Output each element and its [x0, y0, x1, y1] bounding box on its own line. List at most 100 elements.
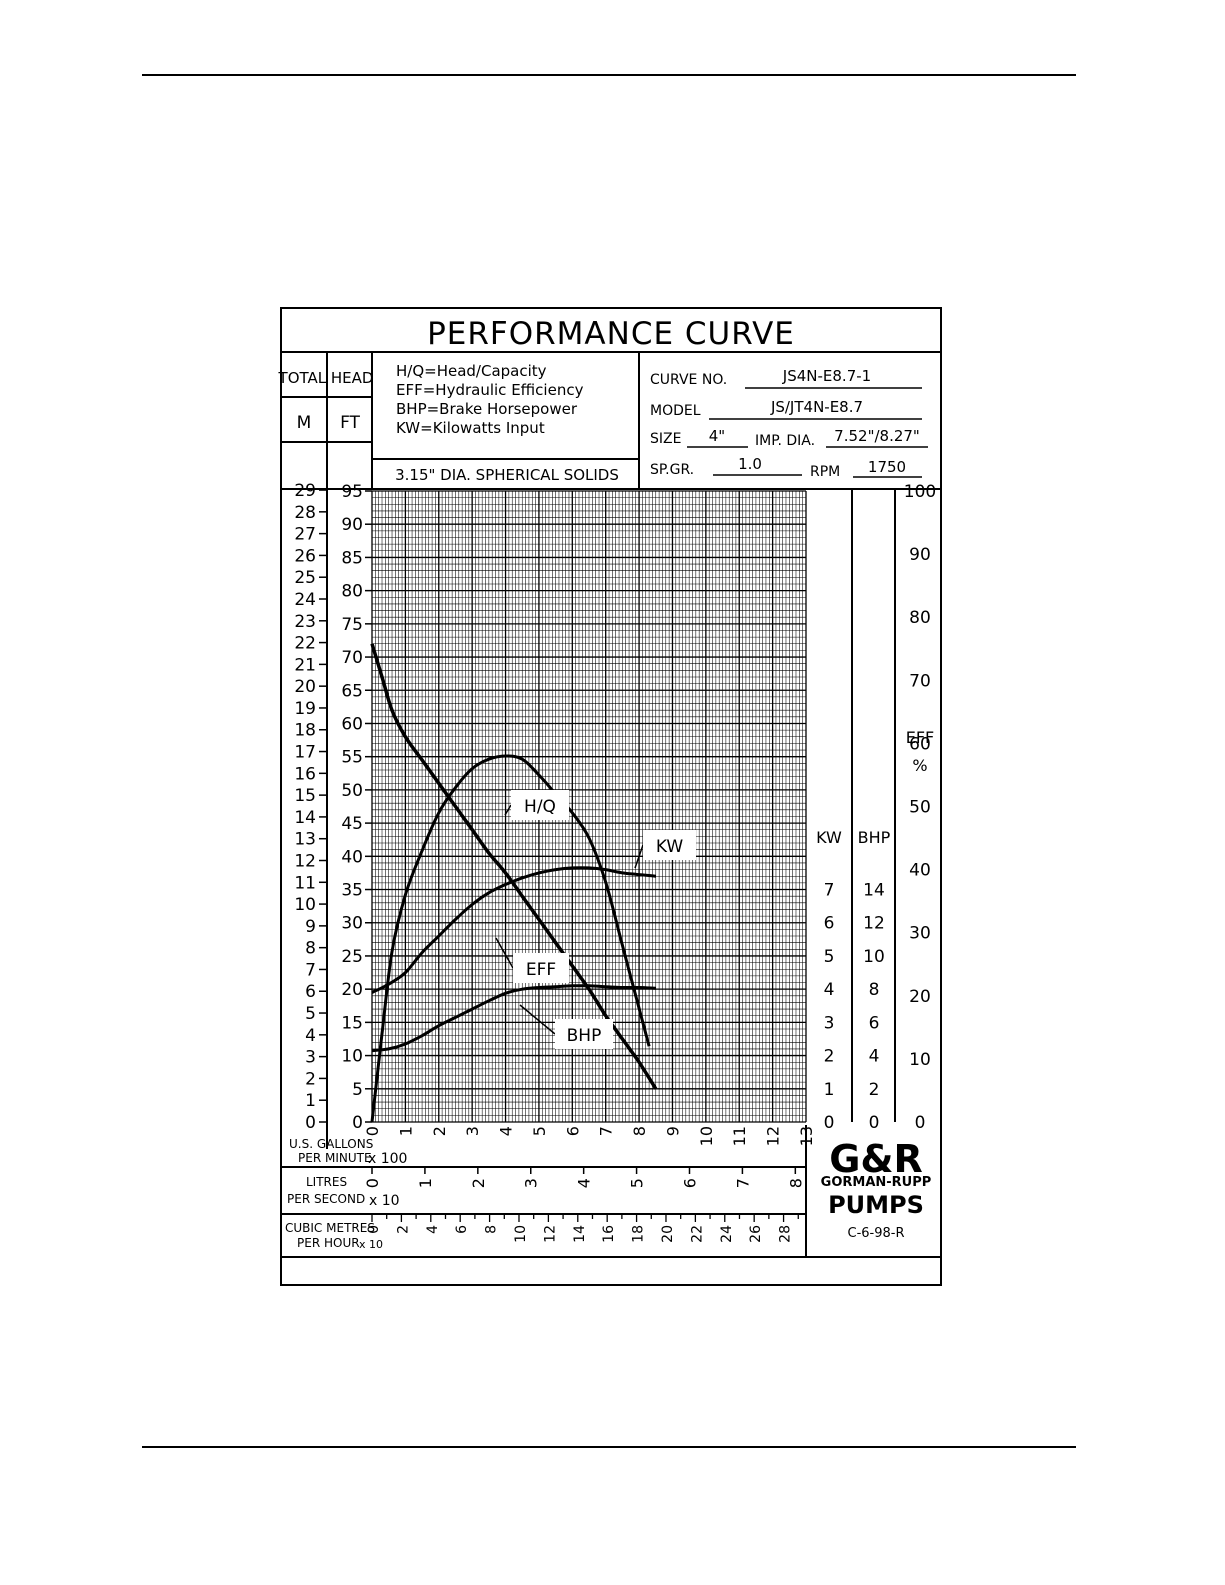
eff-tick-label: 10	[909, 1050, 931, 1070]
gpm-tick-label: 13	[797, 1126, 816, 1146]
model-value: JS/JT4N-E8.7	[770, 398, 863, 416]
cmh-tick-label: 6	[454, 1225, 470, 1234]
eff-tick-label: 20	[909, 987, 931, 1007]
top-rule	[142, 74, 1076, 76]
size-label: SIZE	[650, 431, 681, 447]
m-tick-label: 4	[305, 1026, 316, 1046]
gpm-tick-label: 0	[363, 1126, 382, 1136]
plot-grid	[371, 490, 807, 1123]
kw-tick-label: 3	[824, 1013, 835, 1033]
cmh-tick-label: 12	[542, 1225, 558, 1243]
m-axis-label: M	[297, 413, 312, 433]
curve-no-value: JS4N-E8.7-1	[782, 367, 871, 385]
model-label: MODEL	[650, 403, 701, 419]
m-tick-label: 12	[294, 851, 316, 871]
ft-tick-label: 60	[341, 714, 363, 734]
lps-tick-label: 6	[680, 1178, 699, 1188]
lps-tick-label: 4	[575, 1178, 594, 1188]
ft-tick-label: 85	[341, 548, 363, 568]
m-tick-label: 24	[294, 590, 316, 610]
imp-dia-value: 7.52"/8.27"	[834, 427, 920, 445]
gpm-multiplier: x 100	[368, 1151, 407, 1167]
cmh-tick-label: 16	[601, 1225, 617, 1243]
label-text: H/Q	[524, 797, 556, 817]
eff-tick-label: 70	[909, 671, 931, 691]
cmh-tick-label: 24	[719, 1225, 735, 1243]
ft-tick-label: 30	[341, 914, 363, 934]
leader-line	[634, 844, 644, 869]
logo-line1: GORMAN-RUPP	[821, 1175, 932, 1190]
cmh-tick-label: 8	[484, 1225, 500, 1234]
legend-hq: H/Q=Head/Capacity	[396, 362, 547, 380]
curve-no-label: CURVE NO.	[650, 372, 727, 388]
logo-line2: PUMPS	[828, 1191, 924, 1219]
series-kw-line	[371, 866, 656, 994]
drawing-number: C-6-98-R	[848, 1226, 905, 1241]
gorman-rupp-logo: G&R GORMAN-RUPP PUMPS	[821, 1137, 932, 1219]
label-text: EFF	[526, 960, 556, 980]
kw-tick-label: 2	[824, 1047, 835, 1067]
m-tick-label: 6	[305, 982, 316, 1002]
legend-eff: EFF=Hydraulic Efficiency	[396, 381, 584, 399]
bhp-tick-label: 2	[869, 1080, 880, 1100]
leader-line	[504, 804, 512, 816]
gpm-tick-label: 5	[530, 1126, 549, 1136]
cmh-tick-label: 22	[689, 1225, 705, 1243]
m-tick-label: 22	[294, 634, 316, 654]
kw-axis-label: KW	[816, 828, 842, 847]
curve-label-bhp: BHP	[519, 1004, 613, 1049]
curves: H/Q KW EFF BHP	[370, 643, 696, 1123]
bhp-axis-label: BHP	[858, 828, 891, 847]
m-tick-label: 20	[294, 677, 316, 697]
ft-tick-label: 15	[341, 1013, 363, 1033]
gpm-tick-label: 7	[597, 1126, 616, 1136]
eff-tick-label: 80	[909, 608, 931, 628]
m-tick-label: 2	[305, 1069, 316, 1089]
ft-tick-label: 65	[341, 681, 363, 701]
gpm-tick-label: 6	[563, 1126, 582, 1136]
label-text: BHP	[567, 1026, 602, 1046]
eff-tick-label: 60	[909, 734, 931, 754]
ft-tick-label: 95	[341, 482, 363, 502]
lps-tick-label: 8	[786, 1178, 805, 1188]
bhp-tick-label: 0	[869, 1113, 880, 1133]
m-tick-label: 19	[294, 699, 316, 719]
m-tick-label: 14	[294, 808, 316, 828]
gpm-tick-label: 11	[730, 1126, 749, 1146]
eff-tick-label: 30	[909, 924, 931, 944]
label-text: KW	[656, 837, 684, 857]
solids-note: 3.15" DIA. SPHERICAL SOLIDS	[395, 466, 619, 484]
ft-tick-label: 50	[341, 781, 363, 801]
series-hq-line	[370, 643, 658, 1090]
m-tick-label: 8	[305, 939, 316, 959]
cmh-tick-label: 14	[572, 1225, 588, 1243]
rpm-value: 1750	[868, 458, 906, 476]
gpm-tick-label: 3	[463, 1126, 482, 1136]
ft-tick-label: 70	[341, 648, 363, 668]
legend-box: H/Q=Head/Capacity EFF=Hydraulic Efficien…	[396, 362, 584, 437]
m-tick-label: 10	[294, 895, 316, 915]
cmh-label-1: CUBIC METRES	[285, 1221, 375, 1235]
gpm-tick-label: 2	[430, 1126, 449, 1136]
ft-tick-label: 10	[341, 1047, 363, 1067]
leader-line	[495, 937, 514, 969]
eff-tick-label: 50	[909, 798, 931, 818]
lps-tick-label: 7	[733, 1178, 752, 1188]
kw-tick-label: 1	[824, 1080, 835, 1100]
gpm-tick-label: 10	[697, 1126, 716, 1146]
ft-tick-label: 75	[341, 615, 363, 635]
kw-tick-label: 6	[824, 914, 835, 934]
cmh-tick-label: 10	[513, 1225, 529, 1243]
m-tick-label: 1	[305, 1091, 316, 1111]
lps-tick-label: 0	[363, 1178, 382, 1188]
gpm-tick-label: 9	[663, 1126, 682, 1136]
gpm-label-2: PER MINUTE	[298, 1151, 372, 1165]
eff-axis-unit: %	[912, 756, 927, 775]
eff-axis-label: EFF	[906, 728, 935, 747]
bhp-tick-label: 8	[869, 980, 880, 1000]
bhp-tick-label: 10	[863, 947, 885, 967]
eff-tick-label: 100	[904, 482, 936, 502]
label-background	[513, 953, 569, 983]
m-tick-label: 29	[294, 481, 316, 501]
legend-bhp: BHP=Brake Horsepower	[396, 400, 578, 418]
